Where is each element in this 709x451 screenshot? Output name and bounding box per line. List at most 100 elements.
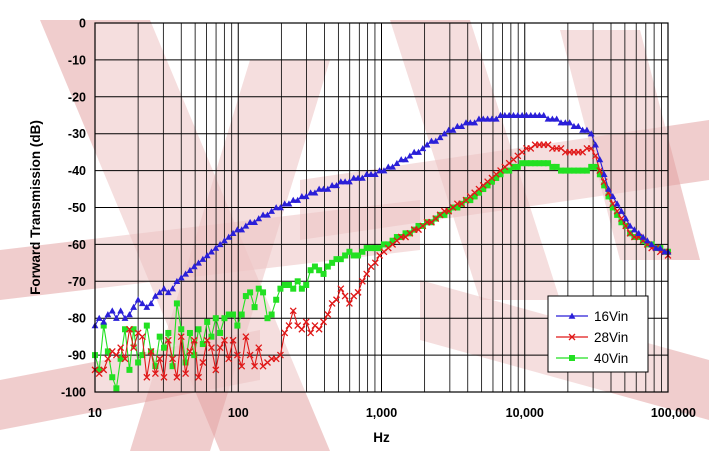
x-axis-title: Hz [373,430,390,445]
data-point [631,226,638,233]
data-point [393,159,401,166]
data-point [130,326,137,333]
data-point [289,307,297,315]
data-point [341,178,349,185]
x-tick-labels: 10 100 1,000 10,000 100,000 [88,406,696,420]
x-tick-label: 10 [88,406,102,420]
data-point [557,119,565,126]
data-point [355,252,362,259]
data-point [95,314,103,321]
data-point [488,115,496,122]
data-point [320,318,328,326]
data-point [501,111,509,118]
data-point [570,167,577,174]
data-point [281,329,289,337]
data-point [389,237,396,244]
data-point [255,215,263,222]
data-point [337,256,344,263]
data-point [466,119,474,126]
data-point [561,119,569,126]
data-point [531,111,539,118]
data-point [596,156,604,163]
data-point [285,200,293,207]
data-point [345,299,353,307]
data-point [112,351,120,359]
data-point [596,167,604,175]
data-point [358,277,366,285]
legend-box [547,295,649,373]
data-point [501,167,508,174]
data-point [540,160,547,167]
data-point [247,289,254,296]
data-point [191,352,198,359]
data-point [592,163,599,170]
data-point [497,111,504,118]
data-point [329,259,336,266]
data-point [152,363,159,370]
data-point [225,311,232,318]
data-point [216,241,224,248]
data-point [354,174,362,181]
data-point [320,270,327,277]
data-point [268,207,276,214]
data-point [337,178,345,185]
data-point [536,160,543,167]
data-point [333,256,340,263]
data-point [415,148,422,155]
legend-item: 40Vin [556,351,628,366]
data-point [570,122,578,130]
data-point [575,167,582,174]
data-point [199,359,207,366]
data-point [588,163,595,170]
data-point [173,373,181,381]
data-point [143,373,151,381]
data-point [147,347,155,355]
data-point [622,215,630,222]
data-point [410,148,418,155]
y-tick-label: -70 [68,275,86,289]
legend-label: 40Vin [594,351,628,366]
data-point [371,259,379,267]
data-point [203,336,211,344]
data-point [569,355,575,361]
data-point [536,111,543,118]
data-point [242,293,249,300]
data-point [125,325,133,333]
data-point [96,366,103,373]
data-point [518,111,526,118]
data-point [276,351,284,359]
data-point [108,307,116,314]
data-point [506,167,513,174]
data-point [346,248,353,255]
data-point [605,193,612,200]
data-point [488,178,495,185]
data-point [186,347,194,355]
data-point [436,133,444,141]
data-point [358,174,366,181]
series-16Vin [91,111,672,329]
data-point [298,325,306,333]
data-point [255,344,263,352]
data-point [432,137,440,144]
data-point [549,163,556,170]
y-tick-label: -10 [68,53,86,67]
data-point [199,255,207,262]
data-point [302,193,310,200]
data-point [363,170,371,178]
data-point [255,285,262,292]
data-point [212,244,220,251]
data-point [229,229,237,237]
data-point [216,344,224,352]
x-tick-label: 10,000 [506,406,544,420]
data-point [605,185,612,192]
data-point [251,304,258,311]
data-point [380,167,388,174]
data-point [100,322,107,329]
data-point [579,167,586,174]
data-point [613,200,621,207]
data-point [298,285,305,292]
x-tick-label: 1,000 [366,406,397,420]
data-point [109,374,116,381]
data-point [371,170,379,178]
data-point [553,115,561,122]
